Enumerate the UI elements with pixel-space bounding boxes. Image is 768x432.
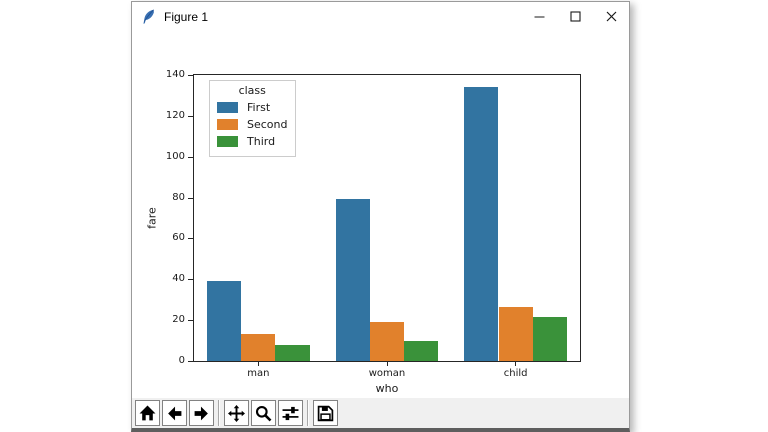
minimize-button[interactable] [521,2,557,31]
zoom-button[interactable] [251,400,276,426]
bar-man-first [206,280,242,361]
y-tick-label: 80 [172,191,185,203]
back-button[interactable] [162,400,187,426]
axes: class First Second Third [193,74,581,362]
x-tick-label: man [247,368,270,379]
y-tick-label: 60 [172,232,185,244]
bar-child-third [532,317,568,361]
y-axis-label: fare [145,207,159,229]
y-tick-mark [188,279,193,280]
y-tick-mark [188,238,193,239]
x-tick-mark [515,362,517,366]
y-tick-label: 40 [172,273,185,285]
legend-swatch [217,119,238,130]
zoom-magnifier-icon [255,405,272,421]
home-button[interactable] [135,400,160,426]
x-axis-label: who [375,382,399,395]
x-tick-mark [257,362,259,366]
minimize-icon [534,16,544,18]
x-tick-label: child [503,368,528,379]
window-title: Figure 1 [164,9,209,24]
y-tick-mark [188,157,193,158]
legend-title: class [238,84,266,97]
tk-feather-icon [143,9,154,24]
bar-man-third [275,344,310,361]
y-tick-label: 20 [172,314,185,326]
figure-canvas[interactable]: class First Second Third fare who 0 20 40 60 8… [132,31,629,398]
bar-child-second [498,307,533,361]
legend-entry: First [217,101,287,114]
y-tick-label: 0 [178,355,185,366]
pan-button[interactable] [224,400,249,426]
legend-entry: Third [217,135,287,148]
window-controls [521,2,629,31]
close-icon [606,11,616,22]
y-tick-mark [188,361,193,362]
bar-child-first [464,87,499,361]
close-button[interactable] [593,2,629,31]
toolbar-separator [218,400,220,426]
navigation-toolbar [132,398,629,428]
y-tick-mark [188,320,193,321]
y-tick-label: 140 [165,69,185,80]
save-floppy-icon [317,405,334,421]
x-tick-label: woman [368,368,406,379]
y-tick-mark [188,75,193,76]
legend-swatch [217,136,238,147]
bar-woman-third [404,341,439,361]
y-tick-label: 100 [165,150,185,162]
save-button[interactable] [313,400,338,426]
maximize-icon [569,11,581,22]
figure-window: Figure 1 [131,1,630,432]
back-arrow-icon [168,406,182,420]
pan-move-icon [228,404,245,422]
legend: class First Second Third [209,80,297,157]
legend-swatch [217,102,238,113]
bar-woman-second [369,322,405,361]
subplots-sliders-icon [282,406,299,420]
subplots-button[interactable] [278,400,303,426]
legend-label: First [247,101,271,114]
bar-woman-first [335,198,370,361]
bar-man-second [241,333,276,361]
forward-button[interactable] [189,400,214,426]
legend-label: Second [247,118,288,131]
y-tick-mark [188,116,193,117]
maximize-button[interactable] [557,2,593,31]
x-tick-mark [386,362,388,366]
y-tick-label: 120 [165,109,185,121]
y-tick-mark [188,198,193,199]
toolbar-separator [307,400,309,426]
forward-arrow-icon [194,406,208,420]
title-bar[interactable]: Figure 1 [132,2,629,31]
legend-label: Third [247,135,276,148]
home-icon [139,405,156,420]
legend-entry: Second [217,118,287,131]
